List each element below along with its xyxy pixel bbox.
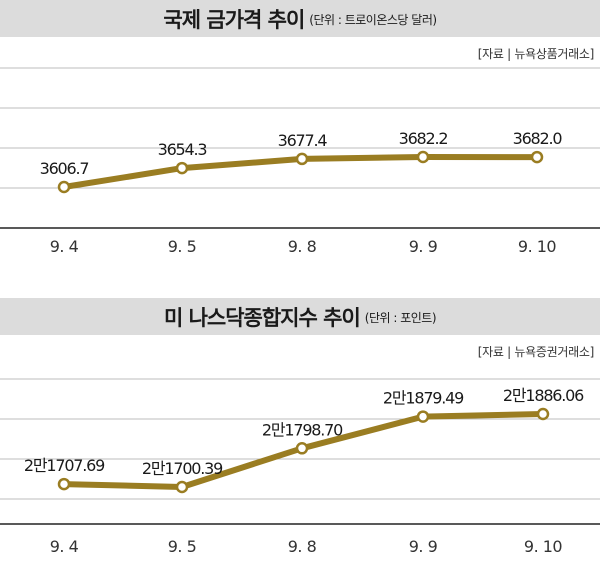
gold-price-plot: 3606.7 9. 4 3654.3 9. 5 3677.4 9. 8 3682.2 9. 9… [0,67,600,256]
gold-price-chart: 국제 금가격 추이 (단위 : 트로이온스당 달러) [자료 | 뉴욕상품거래소… [0,0,600,277]
data-label: 3682.0 [513,129,563,148]
x-tick-label: 9. 10 [518,237,557,256]
data-label: 2만1798.70 [262,420,343,439]
data-label: 3682.2 [399,129,448,148]
data-point [57,477,71,491]
x-tick-label: 9. 9 [409,537,438,556]
x-tick-label: 9. 4 [50,537,79,556]
data-label: 3606.7 [40,159,89,178]
data-point [536,407,550,421]
nasdaq-index-chart: 미 나스닥종합지수 추이 (단위 : 포인트) [자료 | 뉴욕증권거래소] 2… [0,298,600,577]
data-label: 2만1879.49 [383,389,464,408]
data-point [175,161,189,175]
x-tick-label: 9. 10 [524,537,563,556]
data-point [175,480,189,494]
data-label: 2만1700.39 [142,459,223,478]
data-label: 3677.4 [278,131,328,150]
chart-unit: (단위 : 포인트) [364,311,437,325]
x-tick-label: 9. 5 [168,537,197,556]
data-label: 2만1886.06 [503,386,584,405]
data-point [295,442,309,455]
x-tick-label: 9. 5 [168,237,197,256]
data-label: 3654.3 [158,140,207,159]
data-point [295,152,309,166]
data-point [57,180,71,194]
x-tick-label: 9. 4 [50,237,79,256]
chart-title-bar: 국제 금가격 추이 (단위 : 트로이온스당 달러) [0,0,600,37]
chart-title: 국제 금가격 추이 [163,7,305,32]
nasdaq-index-plot: 2만1707.69 9. 4 2만1700.39 9. 5 2만1798.70 9. 8 2… [0,378,600,556]
chart-source: [자료 | 뉴욕상품거래소] [477,47,595,61]
x-tick-label: 9. 8 [288,537,317,556]
x-tick-label: 9. 8 [288,237,317,256]
chart-unit: (단위 : 트로이온스당 달러) [309,13,437,27]
chart-source: [자료 | 뉴욕증권거래소] [477,345,595,359]
data-point [416,150,430,164]
chart-title: 미 나스닥종합지수 추이 [163,305,361,330]
data-point [530,150,544,164]
chart-title-bar: 미 나스닥종합지수 추이 (단위 : 포인트) [0,298,600,335]
data-label: 2만1707.69 [24,456,105,475]
data-point [416,410,430,423]
x-tick-label: 9. 9 [409,237,438,256]
